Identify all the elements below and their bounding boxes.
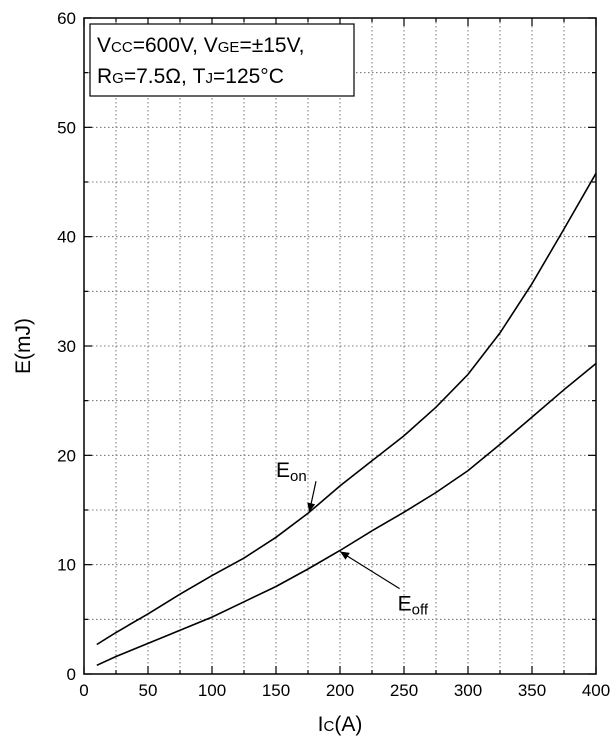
curve-label-sub: off	[412, 602, 429, 619]
grid	[84, 18, 596, 674]
conditions-line-2: RG=7.5Ω, TJ=125°C	[97, 65, 284, 88]
condition-value: =125°C	[213, 65, 284, 88]
arrow-head-eoff	[340, 551, 350, 560]
condition-symbol: R	[97, 65, 112, 88]
arrow-eoff	[339, 551, 400, 590]
ticks: 0 50 100 150 200 250 300 350 400 0 10 20 30 40 50 60	[57, 9, 610, 700]
condition-value: =7.5Ω,	[124, 65, 193, 88]
x-tick-label: 300	[454, 681, 482, 700]
curve-label-sub: on	[290, 468, 307, 485]
x-axis-label: IC(A)	[318, 713, 363, 736]
conditions-legend: VCC=600V, VGE=±15V, RG=7.5Ω, TJ=125°C	[89, 23, 355, 97]
series-line-eoff	[96, 362, 597, 667]
y-tick-label: 20	[57, 446, 76, 465]
condition-value: =±15V,	[239, 34, 304, 57]
x-tick-label: 350	[518, 681, 546, 700]
series-line-eon	[96, 172, 597, 646]
conditions-line-1: VCC=600V, VGE=±15V,	[97, 34, 305, 57]
condition-subscript: CC	[111, 39, 133, 56]
x-tick-label: 200	[326, 681, 354, 700]
x-label-symbol: I	[318, 713, 324, 736]
x-tick-label: 50	[139, 681, 158, 700]
arrow-head-eon	[307, 502, 316, 513]
y-tick-label: 60	[57, 9, 76, 28]
condition-subscript: G	[112, 70, 124, 87]
condition-symbol: V	[204, 34, 218, 57]
condition-symbol: T	[193, 65, 206, 88]
condition-subscript: GE	[218, 39, 240, 56]
curve-label-eon: Eon	[276, 459, 307, 485]
x-tick-label: 250	[390, 681, 418, 700]
x-tick-label: 0	[79, 681, 88, 700]
condition-value: =600V,	[133, 34, 204, 57]
x-tick-label: 100	[198, 681, 226, 700]
condition-subscript: J	[206, 70, 214, 87]
curve-label-main: E	[398, 593, 412, 616]
curve-label-main: E	[276, 459, 290, 482]
x-label-unit: (A)	[334, 713, 362, 736]
conditions-box	[89, 23, 355, 97]
y-tick-label: 30	[57, 337, 76, 356]
series-layer	[96, 172, 597, 667]
x-tick-label: 150	[262, 681, 290, 700]
y-axis-label: E(mJ)	[12, 318, 35, 374]
condition-symbol: V	[97, 34, 111, 57]
curve-label-eoff: Eoff	[398, 593, 429, 619]
y-tick-label: 0	[67, 665, 76, 684]
y-tick-label: 50	[57, 118, 76, 137]
y-tick-label: 40	[57, 228, 76, 247]
y-tick-label: 10	[57, 556, 76, 575]
x-label-subscript: C	[324, 718, 335, 735]
x-tick-label: 400	[582, 681, 610, 700]
